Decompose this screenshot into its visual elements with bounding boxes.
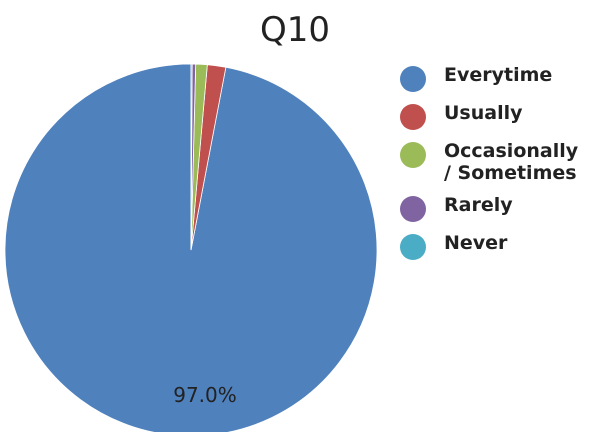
legend-swatch-icon (400, 104, 426, 130)
legend-item-rarely[interactable]: Rarely (400, 194, 590, 222)
legend-item-never[interactable]: Never (400, 232, 590, 260)
pie-data-label: 97.0% (173, 383, 237, 407)
legend-item-occasionally-sometimes[interactable]: Occasionally / Sometimes (400, 140, 590, 184)
chart-title: Q10 (259, 10, 331, 50)
legend-swatch-icon (400, 66, 426, 92)
legend: Everytime Usually Occasionally / Sometim… (400, 64, 590, 270)
legend-swatch-icon (400, 142, 426, 168)
legend-item-usually[interactable]: Usually (400, 102, 590, 130)
legend-label: Usually (444, 102, 523, 124)
legend-label: Rarely (444, 194, 513, 216)
legend-swatch-icon (400, 234, 426, 260)
pie-slice-never[interactable] (190, 63, 193, 251)
legend-label: Everytime (444, 64, 553, 86)
legend-swatch-icon (400, 196, 426, 222)
legend-label: Occasionally / Sometimes (444, 140, 579, 184)
legend-label: Never (444, 232, 508, 254)
legend-item-everytime[interactable]: Everytime (400, 64, 590, 92)
